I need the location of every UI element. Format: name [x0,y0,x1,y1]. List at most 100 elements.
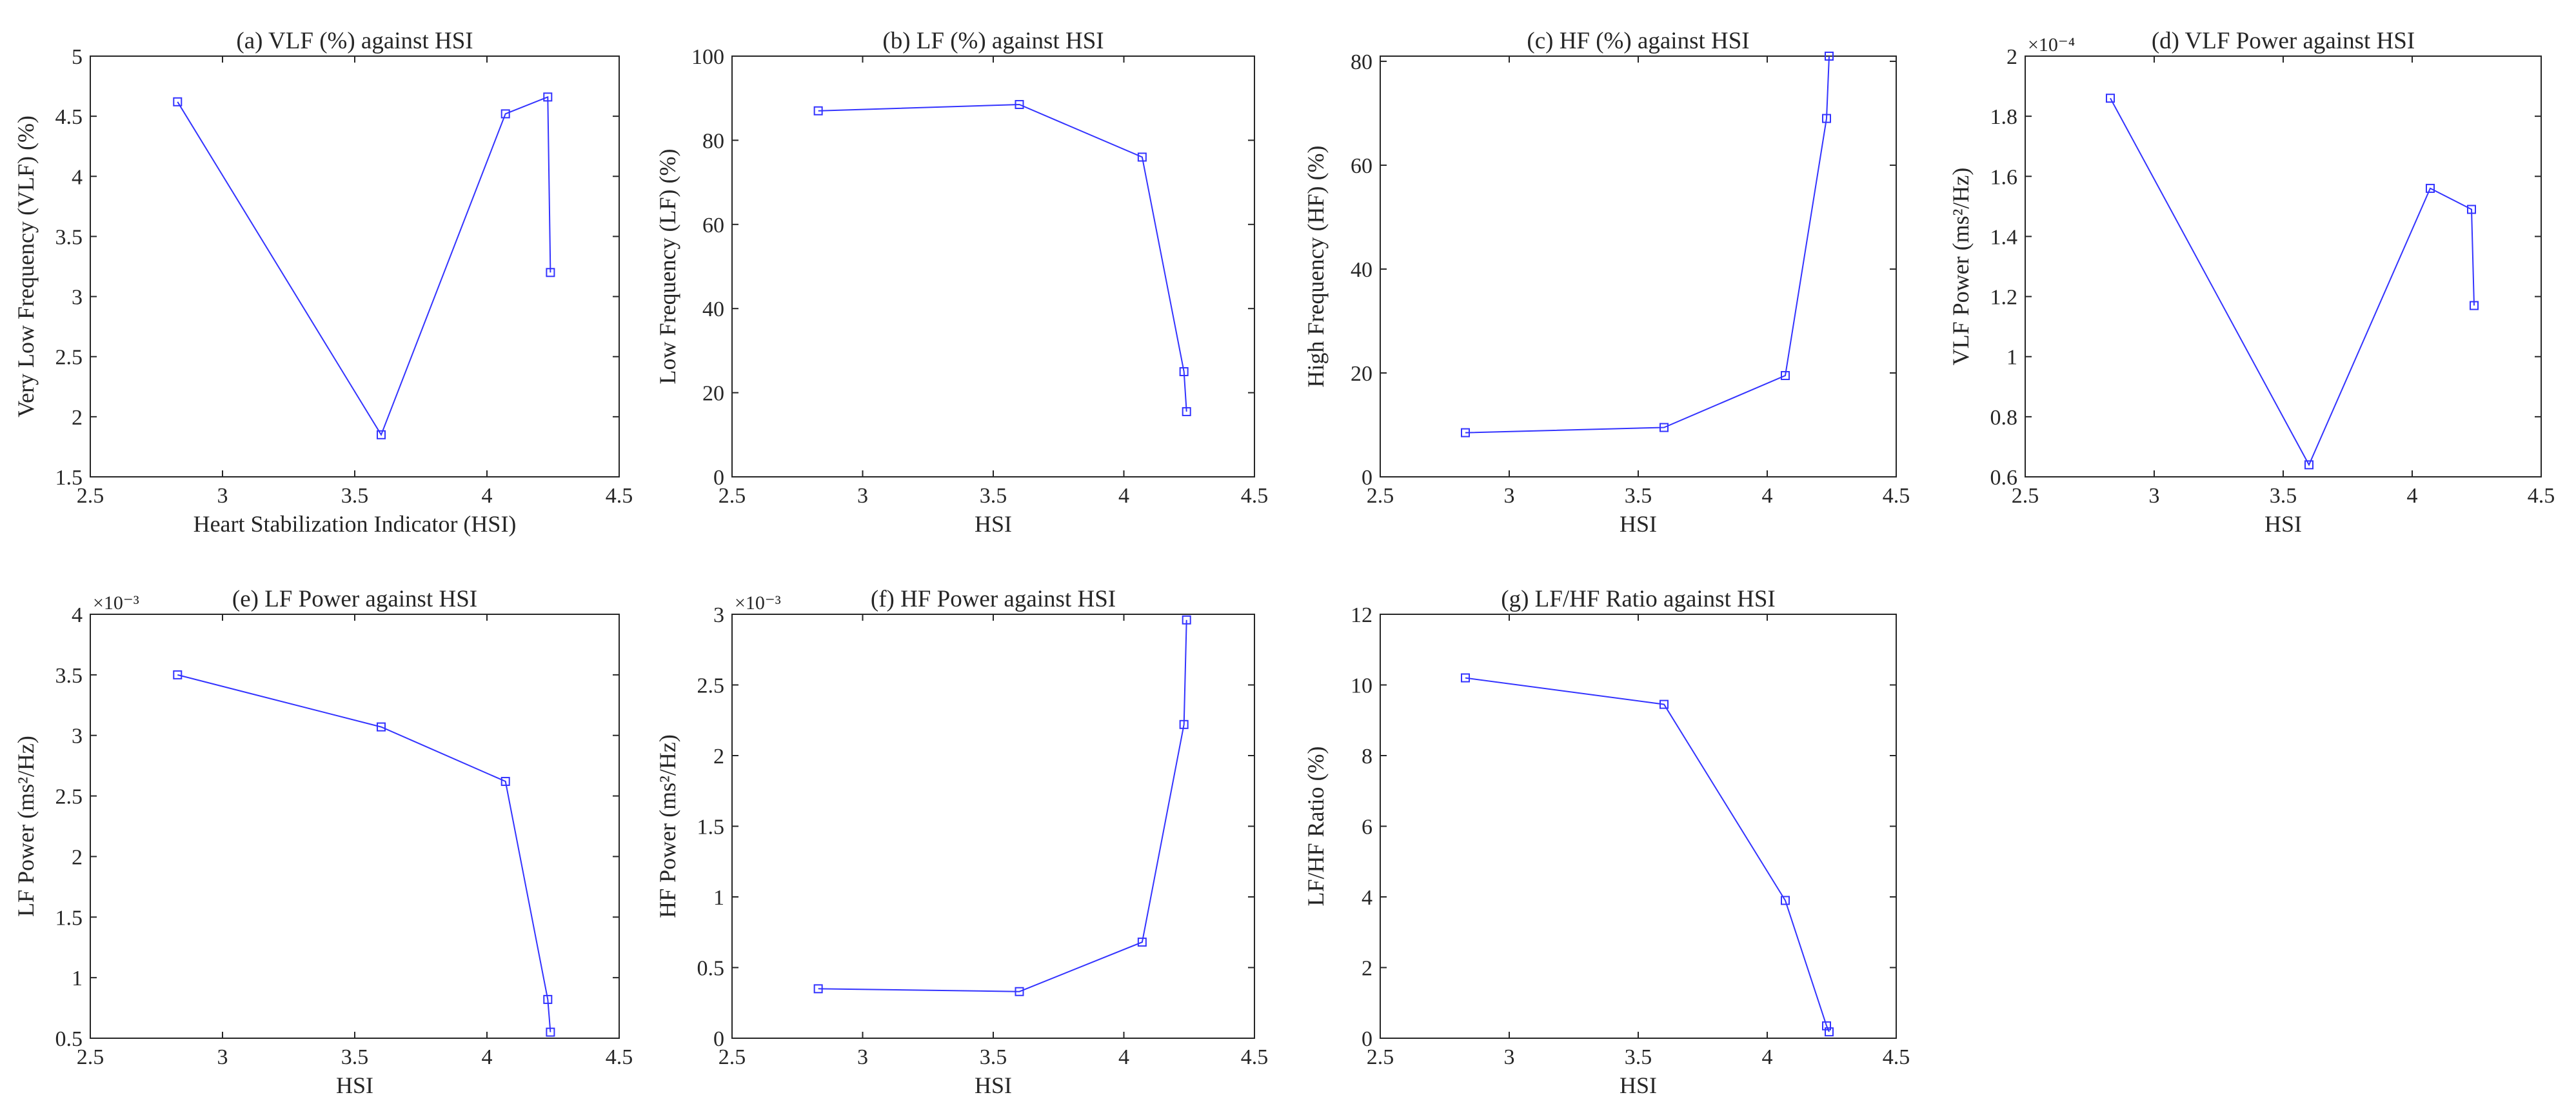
y-tick-label: 3 [72,725,83,748]
data-point-marker [813,106,823,116]
chart-panel-f: 2.5 3 3.5 4 4.5 0 0.5 1 1.5 2 2.5 3 ×10⁻³ (f) HF Powe… [655,586,1268,1098]
x-tick-label: 4 [482,484,493,508]
data-point-marker [1182,615,1191,625]
x-tick-label: 4.5 [1883,1045,1910,1069]
x-tick-label: 2.5 [718,484,746,508]
axis-exponent: ×10⁻³ [93,592,139,614]
data-point-marker [1179,367,1189,376]
data-point-marker [377,722,386,732]
x-tick-label: 4.5 [1241,1045,1269,1069]
x-tick-label: 4.5 [606,1045,633,1069]
x-tick-label: 4 [1118,1045,1129,1069]
y-tick-label: 0.6 [1990,466,2018,490]
chart-title: (b) LF (%) against HSI [882,28,1104,54]
data-point-marker [173,97,183,106]
x-tick-label: 4.5 [606,484,633,508]
y-tick-label: 2 [713,745,724,768]
y-tick-label: 20 [702,382,724,406]
y-tick-label: 3 [713,603,724,627]
x-tick-label: 3 [2149,484,2160,508]
data-point-marker [1781,371,1790,381]
chart-title: (f) HF Power against HSI [871,586,1116,612]
x-tick-label: 3.5 [341,484,369,508]
y-tick-label: 1.5 [697,816,725,839]
axes-box-a [90,55,620,477]
y-tick-label: 0.8 [1990,406,2018,430]
data-point-marker [1660,423,1669,432]
series-line-e [177,674,551,1032]
x-axis-label: HSI [1620,1072,1657,1098]
y-tick-label: 1.8 [1990,105,2018,129]
data-point-marker [2470,301,2479,310]
x-tick-label: 4 [1762,484,1773,508]
x-tick-label: 3 [1504,1045,1515,1069]
data-point-marker [500,777,510,787]
data-point-marker [1182,407,1191,416]
y-tick-label: 2.5 [55,785,83,809]
x-tick-label: 3.5 [341,1045,369,1069]
y-tick-label: 4.5 [55,105,83,129]
x-tick-label: 2.5 [1367,484,1394,508]
data-point-marker [1179,719,1189,729]
x-tick-label: 4 [482,1045,493,1069]
x-tick-label: 3.5 [1625,484,1652,508]
axes-box-d [2025,55,2542,477]
y-tick-label: 1.2 [1990,286,2018,310]
series-line-d [2110,97,2475,467]
y-tick-label: 40 [702,297,724,321]
y-tick-label: 4 [1362,886,1372,910]
y-tick-label: 0 [713,466,724,490]
x-axis-label: HSI [1620,511,1657,537]
y-tick-label: 3.5 [55,664,83,688]
y-tick-label: 80 [1351,50,1372,74]
data-point-marker [2304,460,2313,470]
data-point-marker [546,268,555,277]
data-point-marker [1461,673,1470,683]
x-tick-label: 2.5 [77,1045,104,1069]
y-tick-label: 1.4 [1990,225,2018,249]
data-point-marker [1660,699,1669,709]
x-axis-label: HSI [336,1072,373,1098]
y-tick-label: 12 [1351,603,1372,627]
x-tick-label: 3 [857,1045,868,1069]
chart-panel-b: 2.5 3 3.5 4 4.5 0 20 40 60 80 100 (b) LF (%) agains… [655,28,1268,537]
data-point-marker [1015,99,1024,109]
y-tick-label: 0.5 [55,1027,83,1051]
x-tick-label: 3 [217,484,228,508]
x-tick-label: 2.5 [1367,1045,1394,1069]
x-tick-label: 4 [1762,1045,1773,1069]
x-tick-label: 2.5 [718,1045,746,1069]
data-point-marker [2426,183,2435,193]
y-axis-label: LF/HF Ratio (%) [1303,747,1329,907]
data-point-marker [543,994,553,1004]
y-axis-label: LF Power (ms²/Hz) [13,736,39,917]
x-tick-label: 2.5 [77,484,104,508]
x-tick-label: 3 [857,484,868,508]
data-point-marker [377,430,386,439]
chart-title: (g) LF/HF Ratio against HSI [1501,586,1775,612]
x-tick-label: 4.5 [2528,484,2555,508]
y-axis-label: Low Frequency (LF) (%) [655,149,680,385]
y-tick-label: 1 [2006,346,2017,370]
y-tick-label: 0 [1362,466,1372,490]
x-axis-label: Heart Stabilization Indicator (HSI) [193,511,517,537]
data-point-marker [1137,152,1147,162]
x-tick-label: 4.5 [1883,484,1910,508]
x-tick-label: 4 [2407,484,2418,508]
data-point-marker [1825,1027,1834,1037]
x-tick-label: 3 [217,1045,228,1069]
y-tick-label: 60 [702,214,724,237]
y-tick-label: 1.5 [55,466,83,490]
y-tick-label: 8 [1362,745,1372,768]
data-point-marker [2467,205,2476,214]
data-point-marker [1781,896,1790,905]
y-axis-label: High Frequency (HF) (%) [1303,146,1329,388]
series-line-c [1465,55,1830,434]
x-tick-label: 3.5 [980,484,1007,508]
data-point-marker [546,1027,555,1037]
data-point-marker [1461,428,1470,437]
y-tick-label: 0 [1362,1027,1372,1051]
x-axis-label: HSI [2264,511,2302,537]
y-tick-label: 2 [2006,45,2017,69]
